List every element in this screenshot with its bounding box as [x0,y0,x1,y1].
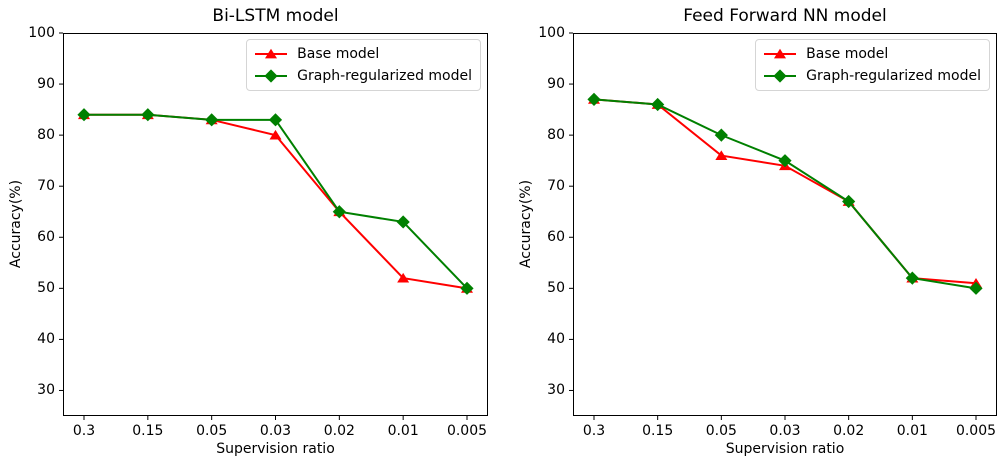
legend: Base model Graph-regularized model [246,39,481,91]
series-line-base-model [593,98,977,285]
x-tick-label: 0.15 [132,423,164,439]
subplot-feed-forward-nn: Feed Forward NN model Accuracy(%) Superv… [503,0,1006,470]
diamond-marker-icon [905,271,919,285]
y-tick-label: 100 [538,25,565,41]
legend-item-graph-regularized-model: Graph-regularized model [763,65,981,87]
plot-frame [63,33,488,416]
diamond-marker-icon [332,205,346,219]
x-tick-label: 0.005 [955,423,997,439]
diamond-marker-icon [969,281,983,295]
y-tick-label: 40 [547,331,565,348]
diamond-marker-icon [714,128,728,142]
plot-area: Base model Graph-regularized model [59,32,488,420]
legend-label: Base model [806,46,889,62]
diamond-marker-icon [141,108,155,122]
y-tick-label: 30 [37,382,55,399]
triangle-up-marker-icon [269,129,282,140]
y-tick-label: 80 [547,127,565,144]
y-tick-label: 50 [547,280,565,297]
x-tick-label: 0.03 [259,423,292,439]
diamond-marker-icon [205,113,219,127]
diamond-marker-icon [587,92,601,106]
y-tick-label: 90 [547,76,565,93]
legend-item-graph-regularized-model: Graph-regularized model [254,65,472,87]
y-tick-label: 60 [37,229,55,246]
diamond-marker-icon [396,215,410,229]
series-line-graph-regularized-model [593,98,977,290]
diamond-marker-icon [842,194,856,209]
series-line-graph-regularized-model [84,113,468,290]
triangle-up-marker-icon [715,150,728,160]
y-tick-label: 80 [37,127,55,144]
x-tick-label: 0.3 [72,423,96,439]
diamond-marker-icon [268,113,283,127]
y-tick-label: 70 [37,178,55,195]
y-tick-label: 50 [37,280,55,297]
x-axis-label: Supervision ratio [216,441,335,457]
diamond-marker-icon [764,69,797,83]
y-tick-label: 100 [28,25,55,41]
y-tick-label: 60 [547,229,565,246]
y-tick-label: 30 [547,382,565,399]
y-tick-label: 70 [547,178,565,195]
series-line-base-model [84,113,468,290]
chart-svg [59,32,488,420]
diamond-marker-icon [778,154,792,168]
x-tick-label: 0.03 [769,423,801,439]
chart-title: Bi-LSTM model [212,6,339,26]
x-tick-label: 0.05 [196,423,228,439]
triangle-marker-icon [764,48,797,59]
legend: Base model Graph-regularized model [755,39,990,91]
subplot-bi-lstm: Bi-LSTM model Accuracy(%) Supervision ra… [8,6,488,457]
y-tick-label: 40 [37,331,55,348]
legend-label: Base model [297,46,380,62]
chart-svg [569,32,997,420]
diamond-marker-icon [460,281,474,295]
y-tick-label: 90 [37,76,55,93]
triangle-marker-icon [255,48,288,59]
x-tick-label: 0.01 [387,423,419,439]
chart-title: Feed Forward NN model [683,6,887,26]
legend-item-base-model: Base model [763,43,981,65]
triangle-up-marker-icon [397,272,410,283]
diamond-marker-icon [255,69,288,83]
plot-frame [573,33,997,416]
x-tick-label: 0.3 [582,423,606,439]
x-tick-label: 0.02 [833,423,865,439]
x-tick-label: 0.02 [323,423,355,439]
x-tick-label: 0.05 [705,423,737,439]
x-axis-label: Supervision ratio [725,441,845,457]
diamond-marker-icon [77,108,91,122]
legend-label: Graph-regularized model [297,68,472,84]
x-tick-label: 0.01 [896,423,928,439]
legend-item-base-model: Base model [254,43,472,65]
plot-area: Base model Graph-regularized model [569,32,997,420]
x-tick-label: 0.005 [446,423,488,439]
legend-label: Graph-regularized model [806,68,981,84]
x-tick-label: 0.15 [642,423,674,439]
